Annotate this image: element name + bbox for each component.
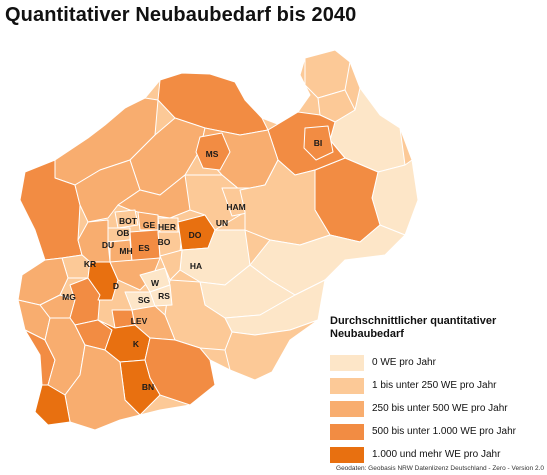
city-label-unna: UN [216, 218, 228, 228]
city-label-herne: HER [158, 222, 176, 232]
region-bottrop [114, 209, 139, 229]
legend-label: 250 bis unter 500 WE pro Jahr [372, 403, 508, 414]
map-title: Quantitativer Neubaubedarf bis 2040 [5, 4, 357, 26]
region-bielefeld [303, 125, 334, 161]
city-label-bottrop: BOT [119, 216, 138, 226]
region-siegen-wittgenstein [224, 319, 319, 381]
legend-item: 1 bis unter 250 WE pro Jahr [330, 374, 545, 397]
legend-swatch [330, 400, 364, 417]
legend-label: 1 bis unter 250 WE pro Jahr [372, 380, 497, 391]
source-note: Geodaten: Geobasis NRW Datenlizenz Deuts… [336, 465, 544, 472]
region-muenster [195, 132, 231, 171]
city-label-solingen: SG [138, 295, 151, 305]
legend-swatch [330, 446, 364, 463]
city-label-leverkusen: LEV [131, 316, 148, 326]
region-soest [239, 159, 331, 246]
city-label-essen: ES [138, 243, 150, 253]
city-label-bonn: BN [142, 382, 154, 392]
legend-title: Durchschnittlicher quantitativer Neubaub… [330, 315, 497, 340]
legend-item: 250 bis unter 500 WE pro Jahr [330, 397, 545, 420]
city-label-oberhausen: OB [117, 228, 130, 238]
city-label-koeln: K [133, 339, 140, 349]
legend-swatch [330, 377, 364, 394]
legend-swatch [330, 354, 364, 371]
city-label-muelheim: MH [119, 246, 132, 256]
region-steinfurt [157, 72, 269, 136]
city-label-duisburg: DU [102, 240, 114, 250]
legend-item: 0 WE pro Jahr [330, 351, 545, 374]
map-legend: Durchschnittlicher quantitativer Neubaub… [330, 315, 545, 466]
legend-item: 500 bis unter 1.000 WE pro Jahr [330, 420, 545, 443]
city-label-moenchengladbach: MG [62, 292, 76, 302]
region-ennepe-ruhr [159, 249, 183, 281]
city-label-hamm: HAM [226, 202, 245, 212]
city-label-dortmund: DO [189, 230, 202, 240]
region-recklinghausen [117, 174, 201, 219]
city-label-hagen: HA [190, 261, 202, 271]
city-label-duesseldorf: D [113, 281, 119, 291]
legend-swatch [330, 423, 364, 440]
city-label-bochum: BO [158, 237, 171, 247]
city-label-remscheid: RS [158, 291, 170, 301]
city-label-gelsenkirchen: GE [143, 220, 156, 230]
city-label-krefeld: KR [84, 259, 96, 269]
city-label-bielefeld: BI [314, 138, 323, 148]
region-aachen-south [34, 384, 71, 426]
city-label-wuppertal: W [151, 278, 160, 288]
legend-label: 0 WE pro Jahr [372, 357, 436, 368]
legend-label: 500 bis unter 1.000 WE pro Jahr [372, 426, 516, 437]
region-euskirchen [64, 344, 141, 431]
legend-item: 1.000 und mehr WE pro Jahr [330, 443, 545, 466]
legend-label: 1.000 und mehr WE pro Jahr [372, 449, 501, 460]
city-label-muenster: MS [206, 149, 219, 159]
